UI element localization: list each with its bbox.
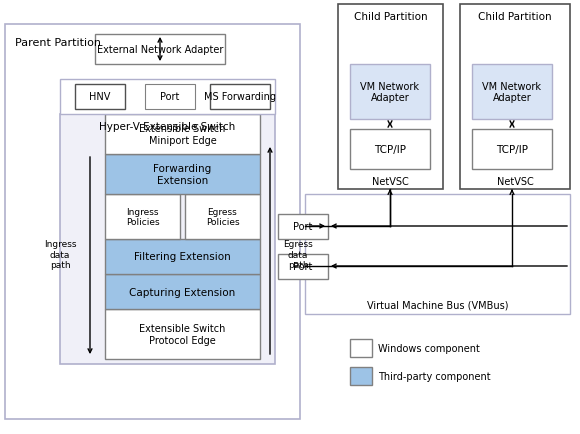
Text: MS Forwarding: MS Forwarding (204, 92, 276, 102)
Text: NetVSC: NetVSC (372, 177, 409, 187)
Bar (278, 254, 328, 279)
Bar (105, 309, 260, 359)
Bar (305, 194, 570, 314)
Bar (278, 214, 328, 240)
Text: NetVSC: NetVSC (496, 177, 534, 187)
Bar (145, 85, 195, 110)
Bar (185, 194, 260, 240)
Text: Hyper-V Extensible Switch: Hyper-V Extensible Switch (99, 122, 235, 132)
Bar (5, 25, 300, 419)
Bar (105, 240, 260, 274)
Bar (338, 5, 443, 190)
Text: Virtual Machine Bus (VMBus): Virtual Machine Bus (VMBus) (367, 299, 508, 309)
Text: Egress
data
path: Egress data path (283, 240, 313, 269)
Text: Child Partition: Child Partition (354, 12, 427, 22)
Bar (105, 115, 260, 155)
Bar (105, 155, 260, 194)
Bar (210, 85, 270, 110)
Bar (350, 65, 430, 120)
Bar (60, 80, 275, 115)
Text: TCP/IP: TCP/IP (496, 145, 528, 155)
Text: Egress
Policies: Egress Policies (206, 207, 240, 227)
Bar (75, 85, 125, 110)
Text: Windows component: Windows component (378, 343, 480, 353)
Text: External Network Adapter: External Network Adapter (97, 45, 223, 55)
Text: Port: Port (293, 262, 313, 272)
Bar (472, 65, 552, 120)
Bar (350, 339, 372, 357)
Bar (472, 130, 552, 170)
Text: Ingress
data
path: Ingress data path (44, 240, 76, 269)
Text: HNV: HNV (89, 92, 111, 102)
Text: TCP/IP: TCP/IP (374, 145, 406, 155)
Bar (350, 367, 372, 385)
Bar (460, 5, 570, 190)
Text: VM Network
Adapter: VM Network Adapter (361, 82, 419, 103)
Text: Port: Port (293, 222, 313, 232)
Bar (350, 130, 430, 170)
Text: Forwarding
Extension: Forwarding Extension (153, 164, 212, 185)
Text: VM Network
Adapter: VM Network Adapter (483, 82, 542, 103)
Text: Extensible Switch
Protocol Edge: Extensible Switch Protocol Edge (139, 323, 226, 345)
Text: Parent Partition: Parent Partition (15, 38, 101, 48)
Text: Ingress
Policies: Ingress Policies (126, 207, 160, 227)
Text: Capturing Extension: Capturing Extension (129, 287, 235, 297)
Text: Third-party component: Third-party component (378, 371, 491, 381)
Text: Child Partition: Child Partition (478, 12, 552, 22)
Text: Extensible Switch
Miniport Edge: Extensible Switch Miniport Edge (139, 124, 226, 145)
Text: Port: Port (160, 92, 180, 102)
Bar (105, 274, 260, 309)
Bar (105, 194, 180, 240)
Bar (60, 115, 275, 364)
Text: Filtering Extension: Filtering Extension (134, 252, 231, 262)
Bar (95, 35, 225, 65)
